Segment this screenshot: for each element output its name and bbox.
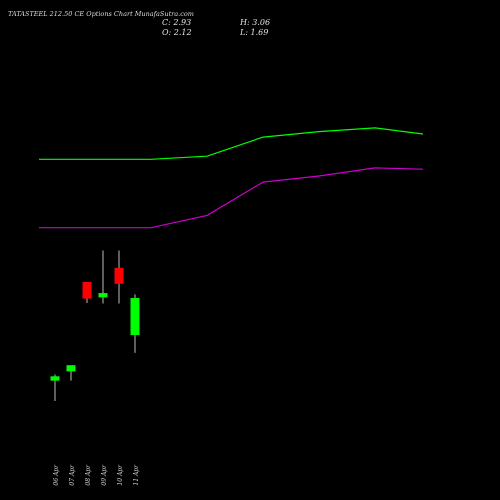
upper-band-line [39,127,424,160]
close-value: C: 2.93 [162,18,192,27]
candle-body-2 [82,281,92,299]
low-value: L: 1.69 [240,28,269,37]
open-value: O: 2.12 [162,28,192,37]
high-value: H: 3.06 [240,18,271,27]
lower-band-line [39,167,424,229]
x-tick-label-4: 10 Apr [117,464,124,486]
x-tick-label-5: 11 Apr [133,464,140,486]
candle-body-5 [130,298,140,335]
x-tick-label-3: 09 Apr [101,464,108,486]
x-tick-label-1: 07 Apr [69,464,76,486]
candle-body-3 [98,293,108,298]
candle-body-4 [114,267,124,284]
candle-body-1 [66,365,76,372]
candle-body-0 [50,376,60,381]
x-tick-label-0: 06 Apr [53,464,60,486]
x-tick-label-2: 08 Apr [85,464,92,486]
chart-title: TATASTEEL 212.50 CE Options Chart Munafa… [8,10,194,18]
